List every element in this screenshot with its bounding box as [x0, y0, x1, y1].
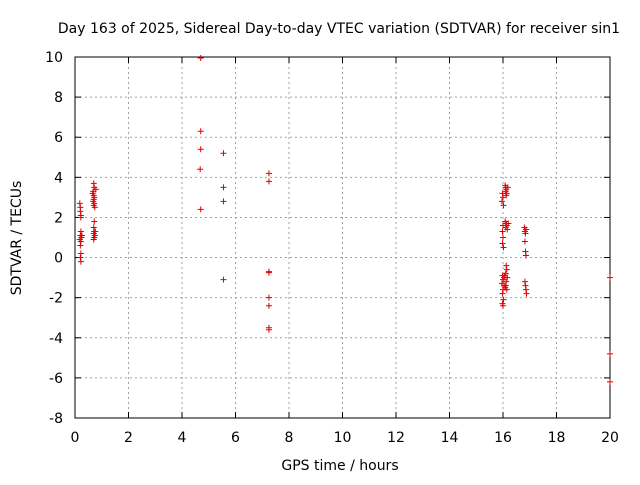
data-point: [522, 282, 529, 289]
data-point: [499, 228, 506, 235]
x-tick-label: 14: [441, 430, 459, 446]
y-axis-label: SDTVAR / TECUs: [9, 181, 25, 296]
data-point: [77, 214, 84, 221]
data-point: [504, 226, 511, 233]
data-point: [500, 194, 506, 201]
data-point: [77, 242, 84, 249]
data-point: [77, 208, 84, 215]
x-tick-label: 8: [285, 430, 294, 446]
y-tick-label: 0: [54, 251, 63, 267]
data-point: [498, 198, 505, 205]
data-point: [500, 202, 507, 209]
data-point: [503, 262, 510, 269]
data-point: [523, 290, 530, 297]
data-point: [499, 290, 506, 297]
data-point: [505, 220, 512, 227]
data-point: [78, 232, 85, 239]
data-point: [77, 228, 84, 235]
y-tick-label: 10: [45, 50, 63, 66]
data-point: [90, 236, 97, 243]
data-point: [220, 198, 227, 205]
y-tick-label: 2: [54, 210, 63, 226]
data-point: [504, 184, 511, 191]
x-tick-label: 18: [548, 430, 566, 446]
data-point: [607, 378, 613, 385]
data-point: [522, 248, 529, 255]
axis-ticks: [74, 56, 611, 419]
data-point: [220, 276, 227, 283]
data-point: [503, 192, 510, 199]
y-tick-label: 4: [54, 170, 63, 186]
data-point: [500, 296, 507, 303]
y-tick-label: 6: [54, 130, 63, 146]
data-point: [607, 350, 613, 357]
data-point: [91, 204, 98, 211]
data-point: [197, 55, 204, 62]
x-tick-label: 4: [178, 430, 187, 446]
data-point: [77, 254, 84, 261]
data-point: [265, 294, 272, 301]
data-point: [220, 150, 227, 157]
data-point: [521, 278, 528, 285]
x-tick-label: 2: [124, 430, 133, 446]
data-point: [500, 244, 507, 251]
y-tick-labels: -8 -6 -4 -2 0 2 4 6 8 10: [45, 50, 63, 427]
data-point: [502, 284, 509, 291]
data-point: [91, 218, 98, 225]
data-point: [92, 186, 99, 193]
data-point: [197, 206, 204, 213]
data-point: [500, 302, 506, 309]
data-point: [521, 238, 528, 245]
data-point: [265, 178, 272, 185]
y-tick-label: -6: [49, 371, 63, 387]
x-tick-label: 0: [71, 430, 80, 446]
data-point: [92, 228, 99, 235]
data-point: [607, 274, 613, 281]
data-point: [503, 278, 510, 285]
data-point: [220, 184, 227, 191]
data-point: [501, 272, 508, 279]
data-point: [77, 258, 84, 265]
y-tick-label: -2: [49, 291, 63, 307]
x-tick-label: 12: [387, 430, 405, 446]
y-tick-label: -4: [49, 331, 63, 347]
x-tick-label: 20: [601, 430, 619, 446]
data-point: [265, 326, 272, 333]
data-points: [76, 55, 613, 385]
x-tick-labels: 0 2 4 6 8 10 12 14 16 18 20: [71, 430, 619, 446]
chart-title: Day 163 of 2025, Sidereal Day-to-day VTE…: [58, 21, 620, 37]
data-point: [523, 286, 530, 293]
data-point: [500, 234, 506, 241]
data-point: [523, 226, 530, 233]
grid: [75, 57, 610, 418]
data-point: [265, 302, 272, 309]
data-point: [77, 250, 84, 257]
data-point: [522, 230, 529, 237]
x-axis-label: GPS time / hours: [281, 458, 398, 474]
data-point: [90, 224, 97, 231]
data-point: [197, 166, 204, 173]
y-tick-label: -8: [49, 411, 63, 427]
data-point: [265, 269, 272, 276]
data-point: [503, 266, 510, 273]
data-point: [499, 240, 506, 247]
x-tick-label: 16: [494, 430, 512, 446]
data-point: [197, 128, 204, 135]
data-point: [76, 236, 83, 243]
data-point: [523, 252, 530, 259]
data-point: [89, 190, 96, 197]
data-point: [265, 170, 272, 177]
data-point: [76, 200, 83, 207]
x-tick-label: 10: [334, 430, 352, 446]
data-point: [90, 180, 97, 187]
data-point: [197, 146, 204, 153]
y-tick-label: 8: [54, 90, 63, 106]
x-tick-label: 6: [231, 430, 240, 446]
